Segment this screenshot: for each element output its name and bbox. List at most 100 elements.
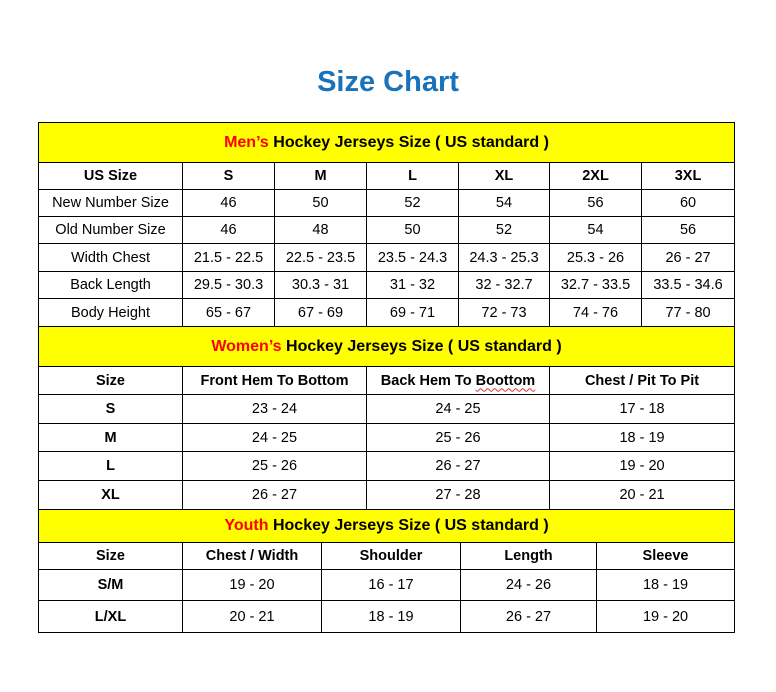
table-cell: 32.7 - 33.5 — [549, 271, 642, 299]
table-cell: 56 — [549, 189, 642, 217]
table-cell: 24 - 25 — [182, 423, 367, 452]
column-header-label: M — [314, 168, 327, 184]
table-cell: 16 - 17 — [321, 569, 461, 601]
column-header-label: US Size — [83, 168, 138, 184]
row-label: S/M — [38, 569, 183, 601]
table-cell: 46 — [182, 216, 275, 244]
table-row: New Number Size 46 50 52 54 56 60 — [38, 189, 736, 217]
column-header: S — [182, 162, 275, 190]
caption-text: Hockey Jerseys Size ( US standard ) — [268, 133, 549, 151]
table-cell: 24.3 - 25.3 — [458, 243, 550, 272]
row-label: Old Number Size — [38, 216, 183, 244]
column-header: 2XL — [549, 162, 642, 190]
section-caption: Women’s Hockey Jerseys Size ( US standar… — [37, 326, 736, 367]
header-row: Size Front Hem To Bottom Back Hem To Boott… — [38, 366, 736, 395]
table-cell: 48 — [274, 216, 367, 244]
column-header: Shoulder — [321, 542, 461, 570]
table-cell: 26 - 27 — [460, 600, 597, 633]
caption-highlight: Men’s — [224, 133, 269, 151]
row-label: XL — [38, 480, 183, 510]
table-cell: 69 - 71 — [366, 298, 459, 327]
column-header-label: Back Hem To Boottom — [380, 372, 536, 389]
caption-highlight: Youth — [224, 517, 269, 534]
table-cell: 26 - 27 — [640, 243, 736, 272]
table-cell: 33.5 - 34.6 — [640, 271, 736, 299]
mens-size-table: Men’s Hockey Jerseys Size ( US standard … — [37, 122, 736, 327]
table-cell: 31 - 32 — [366, 271, 459, 299]
table-cell: 19 - 20 — [548, 451, 736, 481]
youth-size-table: Youth Hockey Jerseys Size ( US standard … — [37, 509, 736, 633]
table-row: S/M 19 - 20 16 - 17 24 - 26 18 - 19 — [38, 569, 736, 601]
table-cell: 26 - 27 — [182, 480, 367, 510]
table-row: Width Chest 21.5 - 22.5 22.5 - 23.5 23.5 - … — [38, 243, 736, 272]
table-cell: 22.5 - 23.5 — [274, 243, 367, 272]
table-row: L 25 - 26 26 - 27 19 - 20 — [38, 451, 736, 481]
table-cell: 65 - 67 — [182, 298, 275, 327]
column-header: US Size — [38, 162, 183, 190]
table-cell: 25.3 - 26 — [549, 243, 642, 272]
table-cell: 23.5 - 24.3 — [366, 243, 459, 272]
header-row: Size Chest / Width Shoulder Length Sleeve — [38, 542, 736, 570]
table-cell: 32 - 32.7 — [458, 271, 550, 299]
column-header-label: S — [223, 168, 234, 184]
page-title: Size Chart — [317, 66, 459, 98]
table-cell: 18 - 19 — [595, 569, 736, 601]
table-cell: 67 - 69 — [274, 298, 367, 327]
table-cell: 46 — [182, 189, 275, 217]
table-cell: 24 - 25 — [366, 394, 550, 424]
table-cell: 17 - 18 — [548, 394, 736, 424]
table-cell: 54 — [549, 216, 642, 244]
table-cell: 30.3 - 31 — [274, 271, 367, 299]
table-row: M 24 - 25 25 - 26 18 - 19 — [38, 423, 736, 452]
column-header-label: Length — [504, 548, 553, 564]
row-label: S — [38, 394, 183, 424]
section-caption: Youth Hockey Jerseys Size ( US standard … — [37, 509, 736, 543]
table-row: Body Height 65 - 67 67 - 69 69 - 71 72 - 73 7… — [38, 298, 736, 327]
table-cell: 23 - 24 — [182, 394, 367, 424]
section-caption: Men’s Hockey Jerseys Size ( US standard … — [37, 122, 736, 163]
table-cell: 72 - 73 — [458, 298, 550, 327]
column-header: L — [366, 162, 459, 190]
table-cell: 50 — [274, 189, 367, 217]
row-label: Body Height — [38, 298, 183, 327]
table-cell: 26 - 27 — [366, 451, 550, 481]
column-header: M — [274, 162, 367, 190]
row-label: Width Chest — [38, 243, 183, 272]
row-label: Back Length — [38, 271, 183, 299]
table-cell: 52 — [366, 189, 459, 217]
column-header: Back Hem To Boottom — [366, 366, 550, 395]
column-header: Chest / Pit To Pit — [548, 366, 736, 395]
column-header-label: Chest / Pit To Pit — [584, 372, 700, 389]
column-header: Front Hem To Bottom — [182, 366, 367, 395]
column-header-label: 2XL — [582, 168, 609, 184]
table-cell: 29.5 - 30.3 — [182, 271, 275, 299]
column-header-label: Sleeve — [642, 548, 689, 564]
row-label: New Number Size — [38, 189, 183, 217]
caption-text: Hockey Jerseys Size ( US standard ) — [281, 337, 562, 355]
column-header-label: Front Hem To Bottom — [200, 372, 349, 389]
column-header-label: L — [408, 168, 417, 184]
caption-text: Hockey Jerseys Size ( US standard ) — [268, 517, 549, 534]
table-cell: 52 — [458, 216, 550, 244]
caption-highlight: Women’s — [211, 337, 282, 355]
table-cell: 21.5 - 22.5 — [182, 243, 275, 272]
column-header: XL — [458, 162, 550, 190]
table-cell: 50 — [366, 216, 459, 244]
column-header: 3XL — [640, 162, 736, 190]
table-cell: 24 - 26 — [460, 569, 597, 601]
table-cell: 25 - 26 — [182, 451, 367, 481]
table-cell: 18 - 19 — [321, 600, 461, 633]
table-cell: 74 - 76 — [549, 298, 642, 327]
table-cell: 77 - 80 — [640, 298, 736, 327]
column-header-label: Size — [95, 372, 125, 389]
table-cell: 27 - 28 — [366, 480, 550, 510]
table-cell: 18 - 19 — [548, 423, 736, 452]
table-cell: 19 - 20 — [595, 600, 736, 633]
table-cell: 56 — [640, 216, 736, 244]
table-row: XL 26 - 27 27 - 28 20 - 21 — [38, 480, 736, 510]
table-row: L/XL 20 - 21 18 - 19 26 - 27 19 - 20 — [38, 600, 736, 633]
table-row: Old Number Size 46 48 50 52 54 56 — [38, 216, 736, 244]
table-row: S 23 - 24 24 - 25 17 - 18 — [38, 394, 736, 424]
column-header-label: Size — [95, 548, 125, 564]
table-cell: 19 - 20 — [182, 569, 322, 601]
